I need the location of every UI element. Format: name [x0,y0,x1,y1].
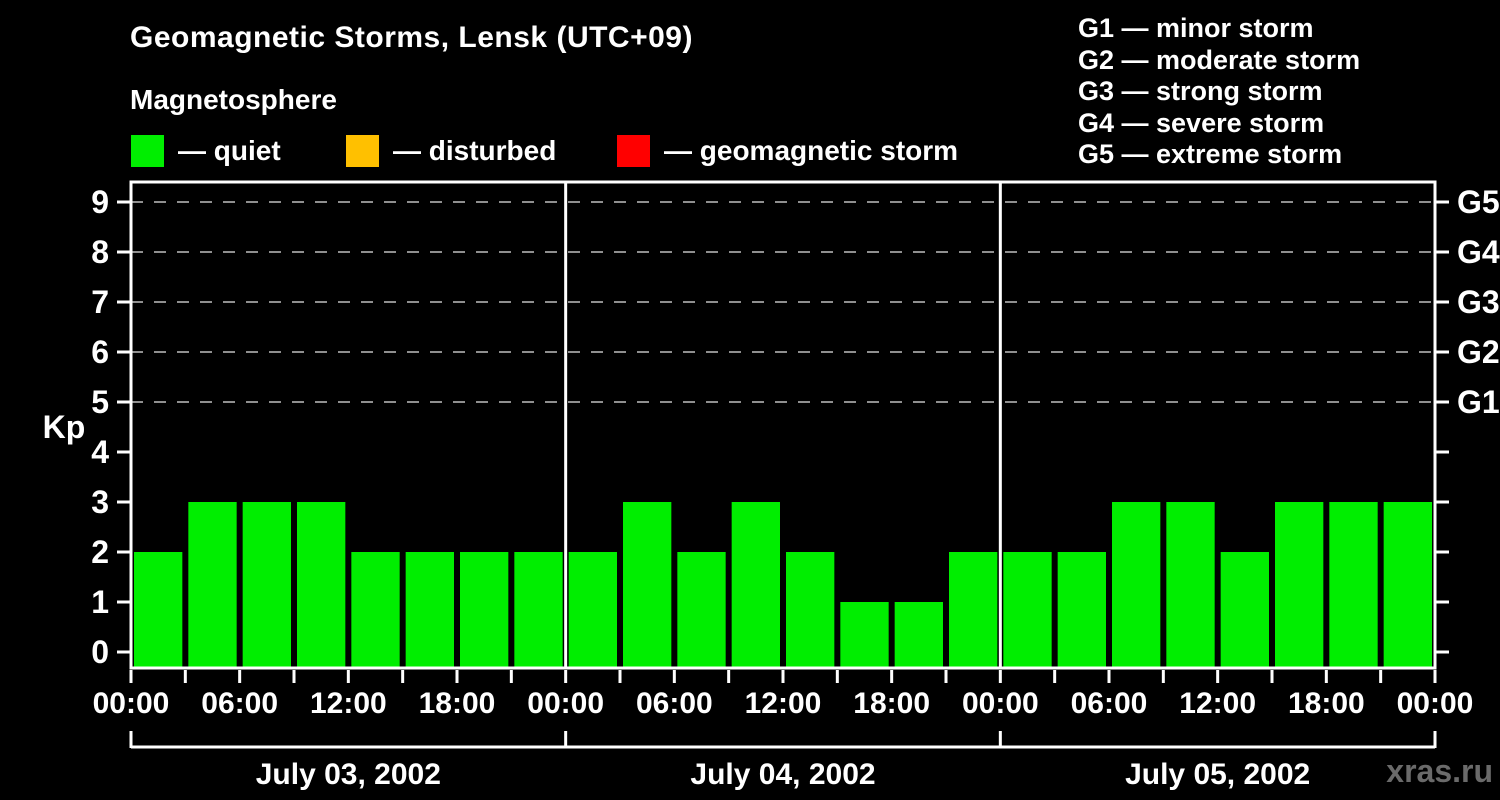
time-label: 00:00 [93,687,170,720]
y-tick-label: 5 [91,384,109,420]
time-label: 06:00 [1071,687,1148,720]
kp-bar [1003,552,1052,668]
legend-label: — geomagnetic storm [664,134,959,166]
kp-bar [623,502,672,668]
right-axis-label-g2: G2 [1457,334,1500,370]
storm-scale-line-g3: G3 — strong storm [1078,76,1323,107]
y-tick-label: 0 [91,634,109,670]
right-axis-label-g4: G4 [1457,234,1500,270]
kp-bar [297,502,346,668]
date-label: July 04, 2002 [690,758,875,791]
time-label: 12:00 [745,687,822,720]
quiet-color-swatch [131,134,164,167]
storm-scale-line-g5: G5 — extreme storm [1078,139,1343,170]
time-label: 00:00 [1397,687,1474,720]
kp-bar [405,552,454,668]
legend-item-disturbed: — disturbed [346,134,556,167]
storm-scale-line-g2: G2 — moderate storm [1078,44,1361,75]
time-label: 06:00 [201,687,278,720]
watermark: xras.ru [1386,753,1493,789]
magnetosphere-label: Magnetosphere [130,84,337,115]
time-label: 18:00 [853,687,930,720]
kp-bar [351,552,400,668]
kp-bar [188,502,237,668]
kp-bar [1166,502,1215,668]
right-axis-label-g3: G3 [1457,284,1500,320]
kp-bar [894,602,943,668]
disturbed-color-swatch [346,134,379,167]
page-title: Geomagnetic Storms, Lensk (UTC+09) [130,21,693,54]
legend-item-quiet: — quiet [131,134,281,167]
time-label: 12:00 [310,687,387,720]
time-label: 00:00 [962,687,1039,720]
kp-bar [1220,552,1269,668]
legend-label: — quiet [178,134,281,166]
kp-bar [840,602,889,668]
date-label: July 03, 2002 [256,758,441,791]
time-label: 06:00 [636,687,713,720]
kp-bar [1383,502,1432,668]
right-axis-label-g5: G5 [1457,184,1500,220]
kp-bar [568,552,617,668]
y-tick-label: 3 [91,484,109,520]
time-label: 12:00 [1179,687,1256,720]
kp-bar [677,552,726,668]
right-axis-label-g1: G1 [1457,384,1500,420]
y-tick-label: 4 [91,434,109,470]
y-axis-title: Kp [43,409,86,445]
legend-label: — disturbed [393,134,557,166]
kp-bar [1275,502,1324,668]
kp-bar [1112,502,1161,668]
kp-bar [460,552,509,668]
kp-bar [1329,502,1378,668]
kp-bar [134,552,183,668]
geomagnetic-storm-color-swatch [617,134,650,167]
legend-item-geomagnetic-storm: — geomagnetic storm [617,134,958,167]
y-tick-label: 6 [91,334,109,370]
kp-bar [731,502,780,668]
kp-bar [514,552,563,668]
kp-bar [949,552,998,668]
storm-scale-line-g1: G1 — minor storm [1078,13,1314,43]
storm-scale-legend: G1 — minor storm G2 — moderate storm G3 … [1078,13,1360,171]
y-tick-label: 2 [91,534,109,570]
y-tick-label: 8 [91,234,109,270]
y-tick-label: 7 [91,284,109,320]
storm-scale-line-g4: G4 — severe storm [1078,107,1325,138]
kp-bar [1057,552,1106,668]
kp-bar [242,502,291,668]
time-label: 18:00 [419,687,496,720]
y-tick-label: 1 [91,584,109,620]
kp-bar [786,552,835,668]
plot-frame [129,180,1437,670]
date-label: July 05, 2002 [1125,758,1310,791]
y-tick-label: 9 [91,184,109,220]
time-label: 18:00 [1288,687,1365,720]
time-label: 00:00 [527,687,604,720]
